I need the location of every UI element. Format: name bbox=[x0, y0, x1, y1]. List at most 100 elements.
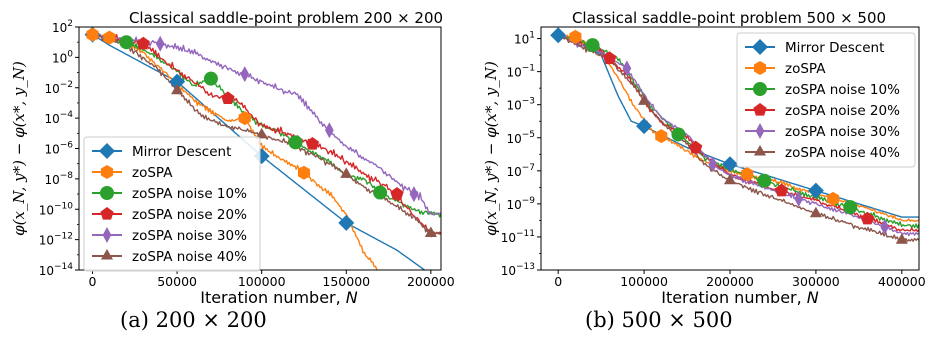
data-marker-1-1 bbox=[103, 30, 116, 45]
data-marker-5-1 bbox=[723, 173, 737, 185]
series-line-3 bbox=[558, 34, 919, 233]
x-tick-label: 300000 bbox=[792, 274, 840, 289]
chart-title: Classical saddle-point problem 500 × 500 bbox=[572, 9, 886, 27]
data-marker-3-1 bbox=[688, 140, 703, 154]
x-tick-label: 150000 bbox=[322, 274, 370, 289]
y-tick-label: 10−12 bbox=[39, 232, 73, 248]
data-marker-0-0 bbox=[550, 27, 567, 44]
legend-marker-1 bbox=[100, 165, 114, 179]
legend-marker-3 bbox=[753, 103, 767, 116]
y-tick-label: 10−2 bbox=[44, 80, 73, 96]
y-axis-label: φ(x_N, y*) − φ(x*, y_N) bbox=[482, 61, 500, 236]
data-marker-5-2 bbox=[809, 206, 822, 218]
legend-marker-0 bbox=[99, 143, 115, 159]
x-tick-label: 200000 bbox=[407, 274, 455, 289]
x-axis-label: Iteration number, N bbox=[200, 288, 358, 307]
legend-label-4: zoSPA noise 30% bbox=[785, 124, 900, 140]
y-tick-label: 10−14 bbox=[39, 262, 74, 278]
series-markers bbox=[84, 27, 437, 238]
data-marker-1-0 bbox=[86, 27, 99, 42]
data-marker-4-2 bbox=[794, 190, 804, 207]
data-marker-2-2 bbox=[757, 173, 772, 188]
data-marker-5-3 bbox=[895, 233, 908, 244]
series-line-3 bbox=[92, 32, 441, 235]
x-tick-label: 50000 bbox=[157, 274, 197, 289]
legend-marker-2 bbox=[753, 82, 767, 96]
data-marker-2-1 bbox=[671, 127, 686, 142]
data-marker-1-3 bbox=[297, 165, 311, 180]
data-marker-2-3 bbox=[373, 185, 388, 200]
chart-title: Classical saddle-point problem 200 × 200 bbox=[129, 9, 443, 27]
data-marker-4-2 bbox=[325, 122, 334, 139]
data-marker-0-1 bbox=[636, 118, 653, 135]
legend-frame bbox=[83, 136, 261, 272]
data-marker-2-3 bbox=[843, 200, 858, 215]
legend-label-5: zoSPA noise 40% bbox=[785, 145, 900, 161]
y-tick-label: 10−5 bbox=[506, 130, 535, 146]
x-tick-label: 100000 bbox=[620, 274, 668, 289]
data-marker-1-1 bbox=[655, 129, 668, 144]
y-tick-label: 102 bbox=[52, 19, 73, 35]
legend-frame bbox=[736, 32, 916, 168]
data-marker-3-0 bbox=[603, 51, 617, 65]
data-marker-3-3 bbox=[390, 187, 404, 200]
x-tick-label: 0 bbox=[554, 274, 562, 289]
data-marker-4-3 bbox=[409, 186, 419, 203]
data-marker-0-3 bbox=[338, 214, 355, 231]
data-marker-1-0 bbox=[569, 29, 582, 44]
data-marker-5-2 bbox=[340, 167, 353, 178]
data-marker-5-1 bbox=[255, 127, 268, 139]
data-marker-1-2 bbox=[741, 167, 754, 182]
chart-500x500: 0 100000 200000 300000 400000 10−13 10−11 10−9 1… bbox=[482, 9, 926, 307]
data-marker-5-0 bbox=[638, 94, 651, 105]
data-marker-5-3 bbox=[424, 226, 437, 238]
series-line-2 bbox=[558, 33, 919, 229]
legend-label-5: zoSPA noise 40% bbox=[132, 249, 247, 265]
legend-label-0: Mirror Descent bbox=[132, 144, 231, 160]
data-marker-2-0 bbox=[119, 35, 134, 50]
legend-marker-5 bbox=[753, 145, 767, 156]
legend-label-2: zoSPA noise 10% bbox=[785, 82, 900, 98]
data-marker-4-1 bbox=[708, 156, 718, 173]
y-tick-label: 10−7 bbox=[506, 163, 535, 179]
legend: Mirror Descent zoSPA zoSPA noise 10% zoSPA … bbox=[736, 32, 916, 168]
x-tick-label: 0 bbox=[89, 274, 97, 289]
y-tick-label: 10−8 bbox=[44, 171, 73, 187]
legend-marker-3 bbox=[100, 207, 114, 220]
series-line-4 bbox=[558, 34, 919, 237]
y-tick-label: 10−3 bbox=[506, 97, 535, 113]
y-tick-label: 10−9 bbox=[506, 196, 535, 212]
series-line-5 bbox=[557, 34, 919, 242]
series-lines bbox=[557, 33, 919, 242]
series-line-0 bbox=[92, 34, 426, 270]
y-tick-label: 10−13 bbox=[501, 262, 535, 278]
data-marker-3-3 bbox=[860, 211, 875, 225]
data-marker-2-2 bbox=[288, 135, 303, 150]
legend: Mirror Descent zoSPA zoSPA noise 10% zoSPA … bbox=[83, 136, 261, 272]
legend-marker-1 bbox=[753, 61, 767, 75]
legend-marker-4 bbox=[755, 123, 765, 139]
data-marker-0-3 bbox=[807, 182, 824, 199]
series-line-1 bbox=[92, 34, 378, 270]
data-marker-4-3 bbox=[880, 219, 889, 236]
y-tick-label: 100 bbox=[52, 49, 73, 65]
y-tick-label: 10−6 bbox=[44, 141, 73, 157]
legend-label-4: zoSPA noise 30% bbox=[132, 228, 247, 244]
x-tick-label: 100000 bbox=[238, 274, 286, 289]
data-marker-3-2 bbox=[305, 136, 320, 150]
data-marker-4-0 bbox=[155, 35, 165, 52]
legend-label-0: Mirror Descent bbox=[785, 40, 884, 56]
x-tick-label: 400000 bbox=[878, 274, 926, 289]
y-tick-label: 10−10 bbox=[39, 201, 74, 217]
data-marker-1-3 bbox=[827, 191, 840, 206]
legend-label-2: zoSPA noise 10% bbox=[132, 186, 247, 202]
data-marker-2-1 bbox=[203, 71, 218, 86]
y-tick-label: 10−11 bbox=[501, 229, 535, 245]
data-marker-3-2 bbox=[774, 183, 789, 197]
legend-marker-4 bbox=[102, 227, 112, 243]
series-line-1 bbox=[557, 34, 919, 222]
chart-200x200: 0 50000 100000 150000 200000 10−14 10−12 10−10 1… bbox=[10, 9, 455, 307]
data-marker-0-2 bbox=[722, 156, 738, 173]
legend-label-1: zoSPA bbox=[785, 61, 826, 77]
